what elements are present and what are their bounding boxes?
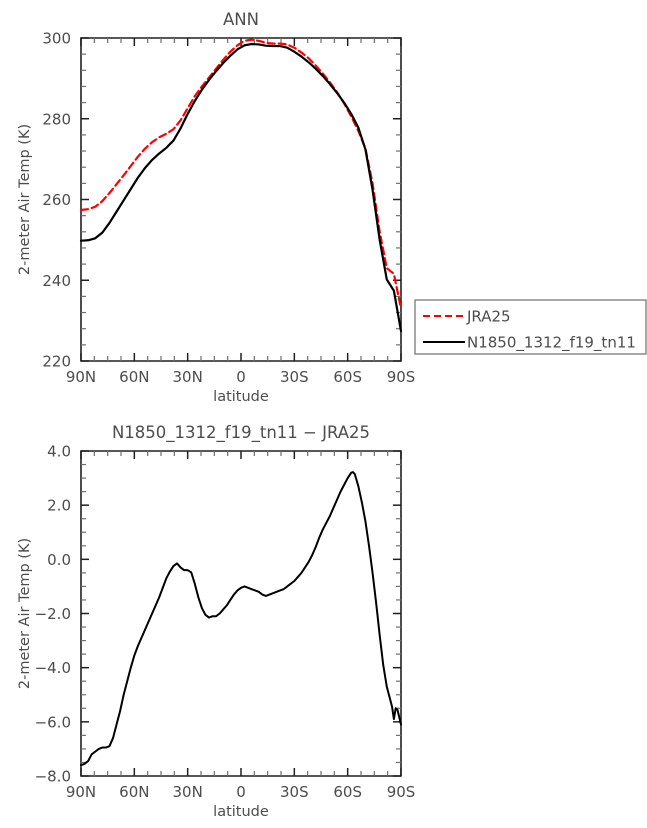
x-tick-label: 30S <box>280 368 309 386</box>
x-tick-label: 60N <box>119 368 149 386</box>
x-tick-label: 0 <box>236 783 246 801</box>
x-tick-label: 0 <box>236 368 246 386</box>
series-jra25 <box>79 38 403 310</box>
panel-top: ANN 90N 60N 30N 0 30S 60S 90S latitude 220 240 260 2… <box>17 10 415 405</box>
x-tick-label: 90S <box>387 368 416 386</box>
legend: JRA25 N1850_1312_f19_tn11 <box>414 299 647 355</box>
panel-bottom-ylabel: 2-meter Air Temp (K) <box>17 538 33 689</box>
y-tick-label: 280 <box>42 110 71 128</box>
y-tick-label: −6.0 <box>35 713 71 731</box>
legend-label: JRA25 <box>466 308 511 326</box>
x-tick-label: 30S <box>280 783 309 801</box>
y-tick-label: 300 <box>42 30 71 48</box>
panel-top-ylabel: 2-meter Air Temp (K) <box>17 124 33 275</box>
y-tick-label: 2.0 <box>47 497 71 515</box>
series-n1850-1312-f19-tn11-jra25 <box>80 471 402 767</box>
y-tick-label: −4.0 <box>35 659 71 677</box>
legend-label: N1850_1312_f19_tn11 <box>467 334 636 353</box>
y-tick-label: 4.0 <box>47 443 71 461</box>
panel-top-xlabel: latitude <box>213 389 269 405</box>
y-tick-label: 260 <box>42 191 71 209</box>
x-tick-label: 60S <box>333 368 362 386</box>
y-tick-label: −8.0 <box>35 768 71 786</box>
x-tick-label: 90N <box>66 368 96 386</box>
x-tick-label: 90S <box>387 783 416 801</box>
panel-bottom-xlabel: latitude <box>213 804 269 820</box>
y-tick-label: 0.0 <box>47 551 71 569</box>
panel-bottom-title: N1850_1312_f19_tn11 − JRA25 <box>112 423 370 443</box>
x-tick-label: 30N <box>173 783 203 801</box>
y-tick-label: 220 <box>42 353 71 371</box>
legend-box <box>414 299 647 355</box>
y-tick-label: −2.0 <box>35 605 71 623</box>
x-tick-label: 60N <box>119 783 149 801</box>
panel-bottom-plot-frame <box>80 450 402 777</box>
x-tick-label: 60S <box>333 783 362 801</box>
panel-top-title: ANN <box>223 10 259 29</box>
panel-top-plot-frame <box>80 37 402 362</box>
x-tick-label: 30N <box>173 368 203 386</box>
x-tick-label: 90N <box>66 783 96 801</box>
series-n1850-1312-f19-tn11 <box>79 42 403 333</box>
panel-bottom: N1850_1312_f19_tn11 − JRA25 90N 60N 30N 0 30S… <box>17 423 415 820</box>
y-tick-label: 240 <box>42 272 71 290</box>
